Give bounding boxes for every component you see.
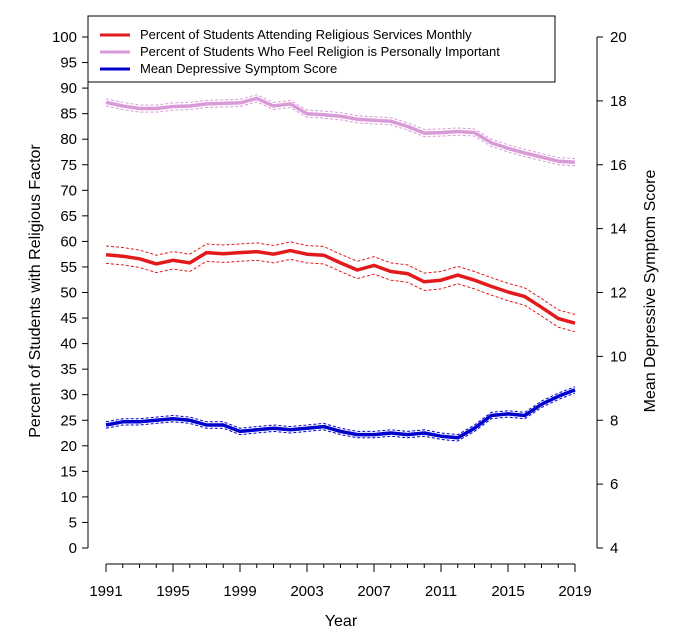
right-tick-label: 12	[610, 285, 627, 302]
ci-upper-attendance	[105, 241, 576, 315]
series-line-importance	[105, 96, 576, 164]
left-tick-label: 60	[60, 233, 77, 250]
ci-lower-depression	[105, 392, 576, 442]
left-tick-label: 5	[69, 514, 77, 531]
x-tick-label: 2019	[558, 583, 591, 600]
left-tick-label: 0	[69, 540, 77, 557]
right-tick-label: 14	[610, 221, 627, 238]
right-tick-label: 16	[610, 157, 627, 174]
x-tick-label: 2011	[425, 583, 457, 600]
ci-lower-attendance	[105, 258, 576, 333]
series-line-attendance	[105, 248, 576, 325]
right-tick-label: 6	[610, 476, 618, 493]
legend-label-attendance: Percent of Students Attending Religious …	[140, 27, 472, 42]
left-y-axis-title: Percent of Students with Religious Facto…	[27, 144, 44, 438]
left-tick-label: 25	[60, 412, 77, 429]
left-tick-label: 15	[60, 463, 77, 480]
x-tick-label: 1999	[223, 583, 256, 600]
legend: Percent of Students Attending Religious …	[87, 15, 556, 83]
left-tick-label: 50	[60, 285, 77, 302]
legend-box	[87, 15, 556, 83]
left-tick-label: 20	[60, 438, 77, 455]
x-axis: 1991 1995 1999 2003 2007 2011 2015 2019	[89, 563, 592, 600]
series-layer	[105, 94, 576, 442]
right-tick-label: 8	[610, 412, 618, 429]
right-y-axis: 4 6 8 10 12 14 16 18 20	[596, 29, 627, 557]
right-tick-label: 18	[610, 93, 627, 110]
left-tick-label: 40	[60, 336, 77, 353]
left-tick-label: 90	[60, 80, 77, 97]
x-tick-label: 2003	[290, 583, 323, 600]
x-axis-title: Year	[325, 613, 358, 630]
right-tick-label: 4	[610, 540, 618, 557]
right-tick-label: 20	[610, 29, 627, 46]
left-tick-label: 80	[60, 131, 77, 148]
left-tick-label: 10	[60, 489, 77, 506]
right-tick-label: 10	[610, 348, 627, 365]
x-tick-label: 2007	[357, 583, 390, 600]
left-tick-label: 30	[60, 387, 77, 404]
x-tick-label: 1995	[156, 583, 189, 600]
ci-upper-depression	[105, 386, 576, 436]
x-tick-label: 2015	[491, 583, 524, 600]
left-tick-label: 65	[60, 208, 77, 225]
right-y-axis-title: Mean Depressive Symptom Score	[642, 170, 659, 413]
x-tick-label: 1991	[89, 583, 122, 600]
legend-label-importance: Percent of Students Who Feel Religion is…	[140, 44, 500, 59]
left-tick-label: 35	[60, 361, 77, 378]
left-y-axis: 0 5 10 15 20 25 30 35 40 45 50 55 60 65 70 75 80 85 90 95 10…	[52, 29, 89, 557]
left-tick-label: 75	[60, 157, 77, 174]
ci-lower-importance	[105, 101, 576, 167]
left-tick-label: 100	[52, 29, 77, 46]
left-tick-label: 85	[60, 106, 77, 123]
left-tick-label: 95	[60, 55, 77, 72]
left-tick-label: 55	[60, 259, 77, 276]
left-tick-label: 45	[60, 310, 77, 327]
left-tick-label: 70	[60, 182, 77, 199]
ci-upper-importance	[105, 94, 576, 160]
legend-label-depression: Mean Depressive Symptom Score	[140, 61, 337, 76]
series-line-depression	[105, 388, 576, 440]
